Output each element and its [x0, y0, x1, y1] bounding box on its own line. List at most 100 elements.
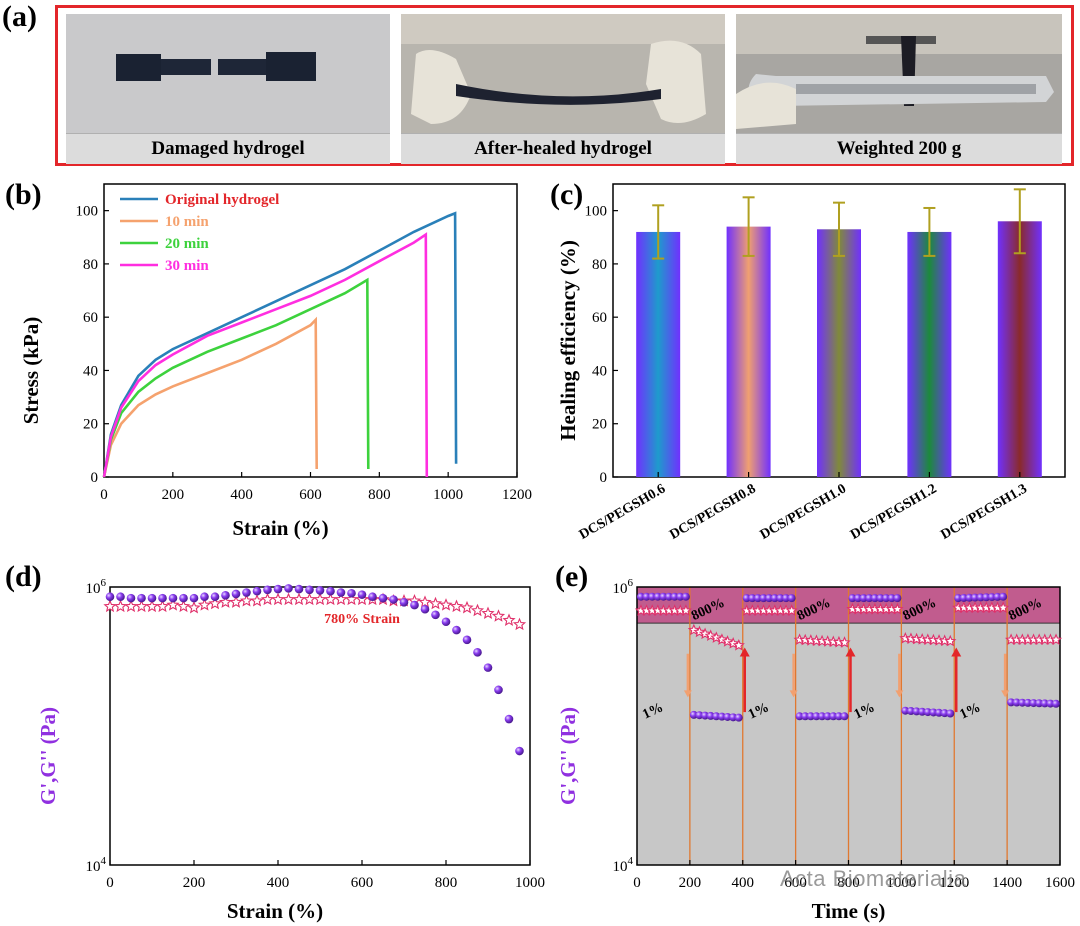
chart-d-gp-point [368, 592, 377, 602]
chart-b-ytick-label: 60 [83, 310, 98, 326]
chart-e-gp-point [1012, 698, 1021, 707]
chart-e-gp-point [976, 593, 985, 602]
chart-e-gp-point [971, 593, 980, 602]
chart-e-arrow-head [845, 647, 856, 657]
chart-d-gpp-point [292, 592, 306, 606]
chart-b-series-line [102, 211, 458, 478]
chart-d-gpp-point [155, 599, 170, 613]
chart-d-gp-point [431, 610, 440, 620]
chart-e-gp-point [753, 594, 762, 603]
chart-d-gpp-point [460, 600, 474, 614]
chart-d-gp-point [284, 584, 293, 593]
chart-c-ytick-label: 80 [592, 257, 607, 273]
panel-e-letter: (e) [555, 560, 589, 593]
chart-e-gp-point [848, 594, 857, 603]
chart-d-gp-point [273, 584, 283, 594]
chart-e-ylabel: G',G'' (Pa) [556, 707, 580, 805]
chart-e-gp-point [993, 592, 1002, 601]
panel-c-letter: (c) [550, 178, 584, 211]
chart-e-gp-point [1040, 699, 1049, 708]
chart-d-gp-point [263, 585, 272, 595]
chart-b-ytick-label: 0 [91, 470, 99, 486]
chart-d-xtick-label: 600 [351, 875, 374, 891]
chart-d-gp-point [189, 593, 199, 603]
chart-d-gp-point [305, 585, 314, 595]
chart-e-gp-point [954, 594, 963, 603]
panel-a-letter: (a) [2, 0, 37, 33]
chart-e-gp-point [801, 712, 810, 721]
chart-d-gp-point [515, 746, 524, 756]
chart-d-gpp-point [439, 598, 453, 611]
chart-d-gpp-point [187, 600, 201, 614]
chart-d-gp-point [315, 586, 325, 595]
chart-e-gpp-point [1049, 633, 1063, 646]
chart-d-xtick-label: 200 [183, 875, 206, 891]
chart-b-legend-label: 30 min [165, 258, 209, 274]
chart-b-ytick-label: 100 [76, 204, 99, 220]
chart-e-xtick-label: 800 [837, 875, 860, 891]
chart-d-gpp-point [134, 599, 149, 613]
chart-d-gp-point [168, 593, 178, 603]
chart-d-gpp-point [481, 606, 495, 620]
chart-d-gp-point [336, 588, 346, 597]
chart-e-gp-point [818, 712, 827, 721]
chart-b-series-line [102, 277, 370, 478]
damaged-hydrogel-image [66, 14, 390, 134]
chart-e-gp-point [1007, 698, 1016, 707]
chart-e-xtick-label: 200 [679, 875, 702, 891]
chart-b-legend-label: 20 min [165, 236, 209, 252]
chart-e-gp-point [854, 594, 863, 603]
chart-e-gp-point [795, 712, 804, 721]
chart-c-category-label: DCS/PEGSH1.0 [758, 481, 849, 542]
chart-b-ylabel: Stress (kPa) [19, 317, 43, 425]
chart-e-time-sweep: 0 200 400 600 800 1000 1200 1400 1600 106 104 Time … [556, 577, 1075, 923]
chart-e-gp-point [946, 709, 955, 718]
chart-b-xtick-label: 200 [162, 487, 185, 503]
chart-e-gp-point [670, 592, 679, 601]
caption-weighted: Weighted 200 g [736, 133, 1062, 164]
chart-c-bar [817, 229, 861, 477]
chart-b-xtick-label: 400 [230, 487, 253, 503]
chart-e-gp-point [965, 593, 974, 602]
chart-e-gp-point [636, 592, 645, 601]
chart-e-gp-point [681, 592, 690, 601]
chart-e-gp-point [870, 594, 879, 603]
chart-b-xtick-label: 0 [100, 487, 108, 503]
chart-e-gp-point [734, 713, 743, 722]
chart-d-gpp-point [449, 599, 464, 613]
chart-e-ytick-label: 106 [613, 577, 634, 597]
chart-e-ytick-label: 104 [613, 855, 634, 875]
chart-e-gp-point [776, 594, 785, 603]
chart-e-gp-point [1029, 699, 1038, 708]
chart-d-ytick-label: 106 [86, 577, 107, 597]
chart-d-gp-point [231, 589, 241, 599]
chart-e-arrow-head [739, 647, 750, 657]
chart-d-gpp-point [512, 617, 527, 631]
chart-b-stress-strain: 0 200 400 600 800 1000 1200 0 20 40 60 80 100 Strain … [19, 183, 532, 540]
chart-c-ylabel: Healing efficiency (%) [556, 240, 580, 441]
chart-e-gp-point [748, 594, 757, 603]
chart-c-bar [997, 221, 1042, 477]
chart-d-gpp-point [302, 592, 317, 606]
chart-e-gp-point [742, 594, 751, 603]
chart-e-gp-point [829, 712, 838, 721]
chart-d-gp-point [179, 593, 188, 603]
chart-d-xtick-label: 400 [267, 875, 290, 891]
chart-d-gp-point [210, 592, 220, 602]
chart-d-gp-point [126, 593, 136, 603]
chart-e-gpp-point [997, 601, 1010, 614]
chart-d-gpp-point [166, 598, 180, 611]
chart-d-gpp-point [418, 595, 432, 608]
chart-d-gp-point [378, 593, 388, 603]
chart-e-gp-point [787, 594, 796, 603]
chart-d-gp-point [473, 648, 482, 657]
photo-after-healed: After-healed hydrogel [401, 14, 725, 164]
chart-e-gp-point [659, 592, 668, 601]
chart-d-ytick-label: 104 [86, 855, 107, 875]
chart-b-series-line [102, 316, 318, 478]
chart-b-xtick-label: 800 [368, 487, 391, 503]
chart-d-gpp-point [271, 592, 285, 606]
chart-d-gp-point [294, 584, 304, 594]
chart-c-ytick-label: 0 [600, 470, 608, 486]
chart-d-gp-point [389, 595, 398, 604]
